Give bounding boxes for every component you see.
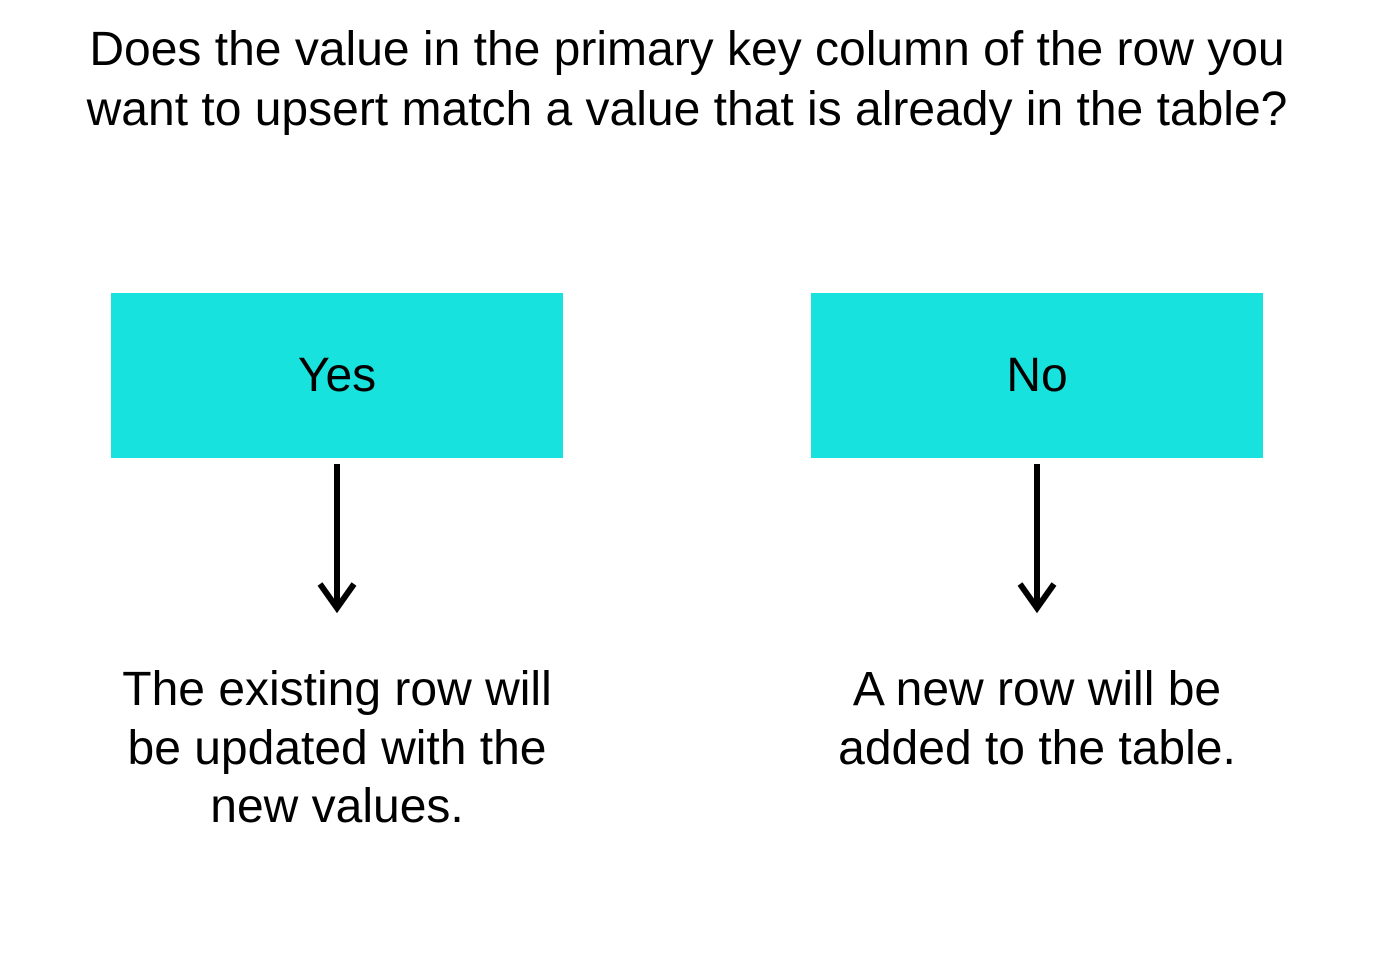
- flowchart-canvas: Does the value in the primary key column…: [0, 0, 1374, 970]
- branch-yes-outcome: The existing row will be updated with th…: [117, 661, 557, 837]
- branch-yes-arrow: [307, 458, 367, 641]
- branch-yes-label: Yes: [298, 348, 376, 403]
- flowchart-question: Does the value in the primary key column…: [80, 20, 1294, 140]
- branch-no-outcome: A new row will be added to the table.: [817, 661, 1257, 778]
- branch-yes-box: Yes: [111, 293, 563, 458]
- branch-no: No A new row will be added to the table.: [737, 293, 1337, 837]
- branch-no-label: No: [1006, 348, 1067, 403]
- branch-yes: Yes The existing row will be updated wit…: [37, 293, 637, 837]
- branch-no-box: No: [811, 293, 1263, 458]
- branch-gap: [637, 293, 737, 837]
- arrow-down-icon: [307, 458, 367, 636]
- branch-no-arrow: [1007, 458, 1067, 641]
- arrow-down-icon: [1007, 458, 1067, 636]
- flowchart-branches: Yes The existing row will be updated wit…: [0, 293, 1374, 837]
